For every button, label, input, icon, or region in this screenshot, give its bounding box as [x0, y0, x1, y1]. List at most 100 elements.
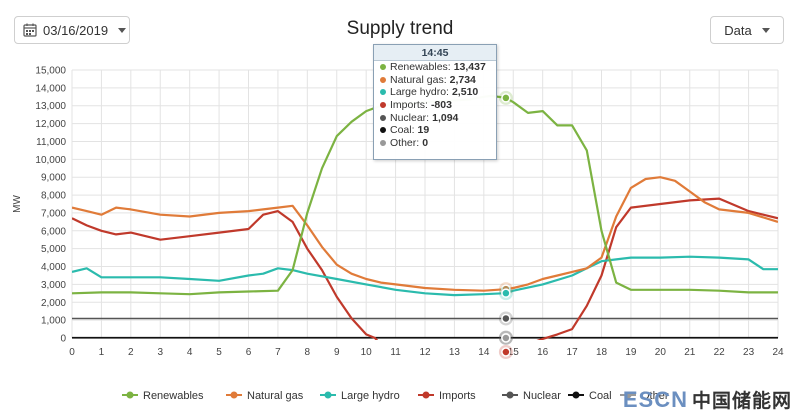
tooltip-time: 14:45 — [374, 45, 496, 61]
data-dropdown-button[interactable]: Data — [710, 16, 784, 44]
series-marker — [501, 288, 511, 298]
series-line-large-hydro[interactable] — [72, 255, 778, 297]
series-marker — [501, 313, 511, 324]
y-tick-label: 4,000 — [41, 262, 66, 273]
tooltip-series-value: 13,437 — [453, 61, 486, 74]
legend-swatch-dot — [572, 391, 580, 399]
y-tick-label: 7,000 — [41, 208, 66, 219]
tooltip-row: Large hydro: 2,510 — [374, 86, 496, 99]
x-tick-label: 15 — [508, 347, 520, 358]
y-tick-label: 13,000 — [35, 101, 66, 112]
tooltip-series-value: 0 — [422, 136, 429, 149]
legend-item-natural-gas[interactable]: Natural gas — [226, 390, 304, 402]
series-line-natural-gas[interactable] — [72, 176, 778, 292]
legend-label: Coal — [589, 390, 612, 402]
chevron-down-icon — [761, 27, 770, 33]
x-tick-label: 3 — [157, 347, 163, 358]
x-tick-label: 5 — [216, 347, 222, 358]
legend-swatch-dot — [506, 391, 514, 399]
legend-item-large-hydro[interactable]: Large hydro — [320, 390, 400, 402]
legend-label: Large hydro — [341, 390, 400, 402]
tooltip-series-name: Renewables: — [390, 61, 451, 74]
legend-item-other[interactable]: Other — [620, 390, 669, 402]
legend-label: Natural gas — [247, 390, 304, 402]
x-tick-label: 10 — [361, 347, 373, 358]
legend-swatch-dot — [324, 391, 332, 399]
tooltip-dot — [380, 76, 386, 83]
y-axis: 0 1,000 2,000 3,000 4,000 5,000 6,000 7,000 8,00… — [35, 66, 66, 345]
date-picker-button[interactable]: 03/16/2019 — [14, 16, 130, 44]
date-label: 03/16/2019 — [43, 22, 109, 38]
x-tick-label: 14 — [478, 347, 490, 358]
legend-label: Renewables — [143, 390, 204, 402]
calendar-icon — [23, 23, 37, 37]
x-tick-label: 20 — [655, 347, 667, 358]
tooltip-dot — [380, 139, 386, 146]
x-tick-label: 7 — [275, 347, 281, 358]
tooltip-series-value: 2,734 — [449, 73, 476, 86]
y-tick-label: 12,000 — [35, 119, 66, 130]
legend-label: Other — [641, 390, 669, 402]
y-tick-label: 8,000 — [41, 191, 66, 202]
series-marker — [501, 333, 511, 343]
x-tick-label: 0 — [69, 347, 75, 358]
legend-item-coal[interactable]: Coal — [568, 390, 612, 402]
legend-swatch-dot — [126, 391, 134, 399]
y-tick-label: 6,000 — [41, 226, 66, 237]
hover-markers — [498, 90, 513, 359]
x-tick-label: 9 — [334, 347, 340, 358]
legend-label: Imports — [439, 390, 476, 402]
tooltip-series-name: Other: — [390, 136, 420, 149]
tooltip-dot — [380, 114, 386, 121]
y-tick-label: 9,000 — [41, 173, 66, 184]
x-tick-label: 12 — [419, 347, 431, 358]
tooltip-series-name: Large hydro: — [390, 86, 449, 99]
tooltip-row: Imports: -803 — [374, 99, 496, 112]
y-tick-label: 0 — [60, 334, 66, 345]
tooltip-row: Renewables: 13,437 — [374, 61, 496, 74]
x-tick-label: 4 — [187, 347, 193, 358]
x-tick-label: 6 — [246, 347, 252, 358]
tooltip-series-value: 2,510 — [451, 86, 479, 99]
y-tick-label: 2,000 — [41, 298, 66, 309]
watermark-cn: 中国储能网 — [691, 391, 792, 412]
chart-tooltip: 14:45 Renewables: 13,437 Natural gas: 2,734… — [373, 44, 497, 160]
tooltip-dot — [380, 64, 386, 71]
x-tick-label: 18 — [596, 347, 608, 358]
x-tick-label: 1 — [99, 347, 105, 358]
x-tick-label: 16 — [537, 347, 549, 358]
watermark-logo: ESCN 中国储能网 — [623, 386, 792, 413]
x-tick-label: 24 — [772, 347, 784, 358]
tooltip-row: Other: 0 — [374, 137, 496, 150]
y-tick-label: 3,000 — [41, 280, 66, 291]
x-tick-label: 22 — [714, 347, 726, 358]
series-marker — [501, 347, 511, 357]
series-line-imports[interactable] — [72, 197, 778, 353]
watermark-latin: ESCN — [622, 386, 688, 412]
y-tick-label: 15,000 — [35, 66, 66, 77]
tooltip-series-value: -803 — [430, 99, 452, 112]
x-tick-label: 17 — [567, 347, 579, 358]
legend-swatch-dot — [230, 391, 238, 399]
legend-swatch-dot — [624, 391, 632, 399]
y-tick-label: 11,000 — [36, 137, 66, 148]
tooltip-row: Nuclear: 1,094 — [374, 111, 496, 124]
tooltip-series-name: Coal: — [390, 124, 415, 137]
x-axis: 0 1 2 3 4 5 6 7 8 9 10 11 12 13 14 15 16 17 18 19 20 21 22 23 24 — [69, 337, 784, 358]
x-tick-label: 21 — [684, 347, 696, 358]
x-tick-label: 13 — [449, 347, 461, 358]
tooltip-series-value: 1,094 — [432, 111, 459, 124]
legend-swatch-dot — [422, 391, 430, 399]
legend-label: Nuclear — [523, 390, 561, 402]
chart-legend[interactable]: Renewables Natural gas Large hydro Imports N… — [122, 390, 669, 402]
x-tick-label: 8 — [305, 347, 311, 358]
x-tick-label: 23 — [743, 347, 755, 358]
x-tick-label: 19 — [625, 347, 637, 358]
legend-item-nuclear[interactable]: Nuclear — [502, 390, 561, 402]
y-tick-label: 5,000 — [41, 244, 66, 255]
legend-item-imports[interactable]: Imports — [418, 390, 476, 402]
tooltip-series-value: 19 — [417, 124, 430, 137]
legend-item-renewables[interactable]: Renewables — [122, 390, 204, 402]
y-axis-label: MW — [12, 195, 23, 213]
